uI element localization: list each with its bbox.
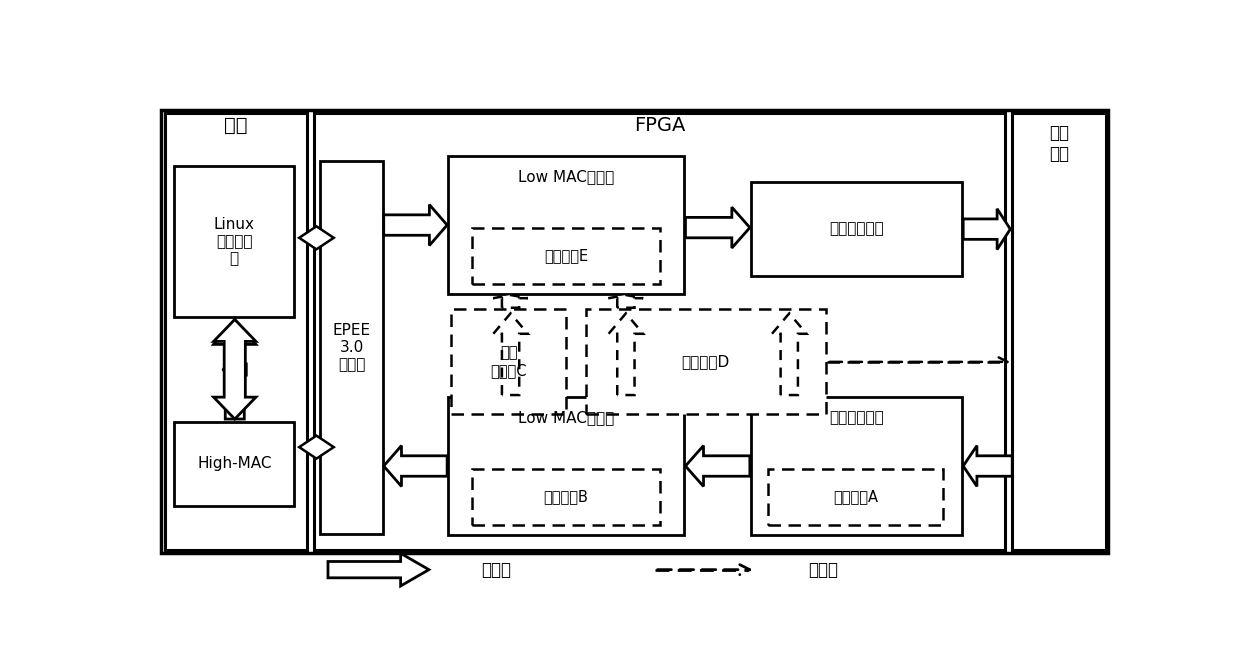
Polygon shape [494, 295, 528, 308]
Bar [320, 161, 383, 534]
Polygon shape [299, 436, 334, 459]
Polygon shape [213, 320, 255, 419]
Polygon shape [327, 554, 429, 586]
Bar [472, 469, 660, 524]
Text: 频谱感知A: 频谱感知A [833, 489, 878, 504]
Polygon shape [383, 205, 448, 245]
Bar [174, 166, 294, 317]
Bar [751, 182, 962, 276]
Text: 控制流: 控制流 [808, 561, 838, 579]
Bar [161, 110, 1109, 554]
Text: 信道
计时器C: 信道 计时器C [490, 345, 527, 378]
Text: 数据流: 数据流 [481, 561, 511, 579]
Text: 信道管理D: 信道管理D [682, 354, 730, 369]
Polygon shape [383, 446, 448, 487]
Bar [165, 113, 306, 550]
Text: 物理层接收端: 物理层接收端 [830, 410, 884, 425]
Text: High-MAC: High-MAC [197, 456, 272, 471]
Text: 物理层发送端: 物理层发送端 [830, 221, 884, 237]
Polygon shape [213, 320, 255, 419]
Text: 信标生成E: 信标生成E [544, 248, 588, 263]
Text: EPEE
3.0
通信库: EPEE 3.0 通信库 [332, 323, 371, 373]
Polygon shape [299, 226, 334, 249]
Polygon shape [494, 314, 528, 395]
Polygon shape [223, 358, 247, 381]
Text: 主机: 主机 [224, 116, 248, 135]
Text: 信道占用B: 信道占用B [543, 489, 588, 504]
Text: Linux
网络协议
栈: Linux 网络协议 栈 [213, 217, 254, 267]
Bar [448, 156, 683, 294]
Text: Low MAC接收端: Low MAC接收端 [518, 410, 614, 425]
Text: 射频
前端: 射频 前端 [1049, 124, 1069, 163]
Text: Low MAC发送端: Low MAC发送端 [518, 169, 614, 184]
Bar [1012, 113, 1106, 550]
Polygon shape [686, 446, 750, 487]
Bar [472, 227, 660, 284]
Text: FPGA: FPGA [634, 116, 686, 135]
Bar [768, 469, 944, 524]
Polygon shape [609, 295, 644, 308]
Bar [751, 397, 962, 535]
Polygon shape [963, 209, 1011, 249]
Polygon shape [609, 314, 644, 395]
Bar [314, 113, 1006, 550]
Bar [585, 309, 826, 414]
Bar [448, 397, 683, 535]
Bar [174, 422, 294, 506]
Polygon shape [773, 314, 806, 395]
Polygon shape [963, 446, 1012, 487]
Bar [451, 309, 567, 414]
Polygon shape [686, 207, 750, 248]
